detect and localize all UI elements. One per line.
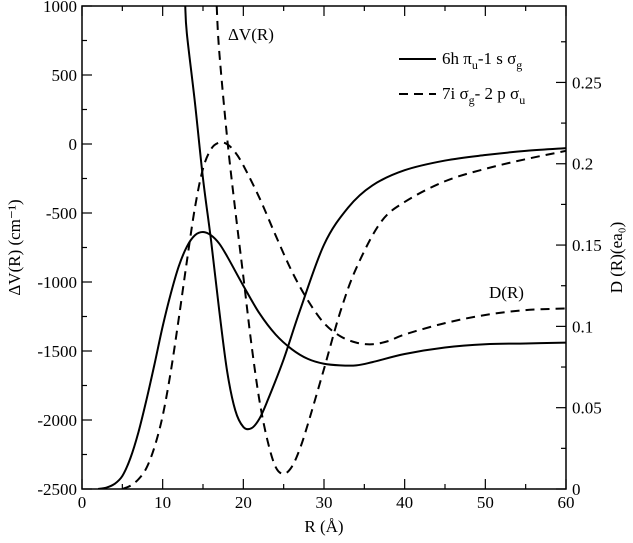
y-left-axis-title: ΔV(R) (cm⁻¹) [5,199,24,295]
y-right-tick-label: 0.2 [572,155,593,174]
y-left-tick-label: -1500 [37,342,77,361]
legend-label-solid: 6h πu-1 s σg [442,49,522,72]
legend-text-part: g [469,93,475,107]
x-tick-label: 60 [558,493,575,512]
legend-text-part: -1 s σ [478,49,516,68]
x-tick-label: 10 [154,493,171,512]
axes-layer [81,5,567,490]
legend-text-part: u [472,58,478,72]
x-tick-label: 20 [235,493,252,512]
series-potential-dashed-line [215,6,566,475]
y-left-tick-label: 0 [69,135,78,154]
annotation-d-r: D(R) [489,283,524,302]
y-left-tick-label: 1000 [43,0,77,16]
x-tick-label: 30 [316,493,333,512]
y-right-tick-label: 0.15 [572,236,602,255]
y-left-tick-label: -2000 [37,411,77,430]
y-right-tick-label: 0.1 [572,317,593,336]
series-dipole-solid-line [97,231,566,489]
legend-text-part: - 2 p σ [475,84,520,103]
y-left-tick-label: -500 [46,204,77,223]
plot-frame [81,5,567,490]
curves-layer [97,6,566,489]
y-right-tick-label: 0.05 [572,399,602,418]
labels-layer: 0 10 20 30 40 50 60 -2500 -2000 -1500 -1000 -500 0 50… [5,0,626,536]
x-tick-label: 50 [477,493,494,512]
annotation-delta-v: ΔV(R) [228,25,274,44]
x-tick-label: 40 [396,493,413,512]
y-left-tick-label: -1000 [37,273,77,292]
y-right-axis-title: D (R)(ea₀) [607,222,626,294]
legend-text-part: 7i σ [442,84,469,103]
legend-text-part: g [516,58,522,72]
legend-text-part: 6h π [442,49,472,68]
x-axis-title: R (Å) [304,517,343,536]
y-left-tick-label: -2500 [37,480,77,499]
y-right-tick-label: 0 [572,480,581,499]
legend-text-part: u [519,93,525,107]
y-right-tick-label: 0.25 [572,73,602,92]
series-potential-solid-line [184,6,566,431]
x-tick-label: 0 [78,493,87,512]
y-left-tick-label: 500 [52,66,78,85]
legend-label-dashed: 7i σg- 2 p σu [442,84,525,107]
series-dipole-dashed-line [121,141,566,489]
